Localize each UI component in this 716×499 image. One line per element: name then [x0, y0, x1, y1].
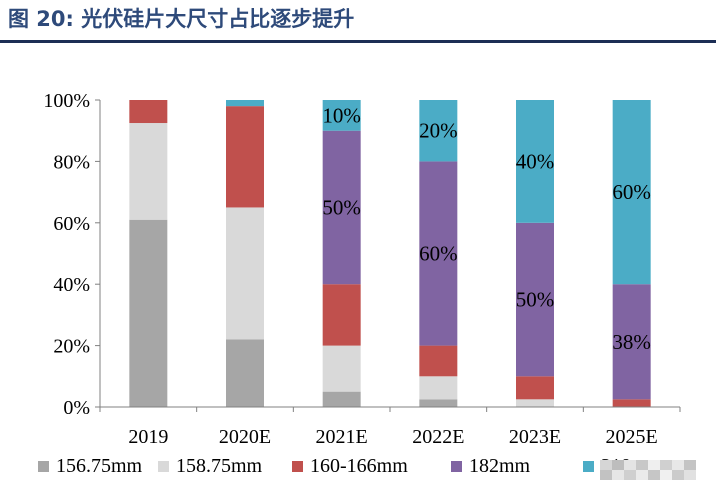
- bar-segment: [129, 123, 168, 220]
- bar-segment: [129, 100, 168, 124]
- x-tick-label: 2023E: [509, 426, 561, 448]
- data-label: 38%: [612, 330, 651, 354]
- bar-segment: [516, 100, 554, 223]
- y-tick-label: 60%: [53, 213, 90, 235]
- bar-segment: [419, 376, 458, 400]
- pixelated-overlay: [600, 460, 696, 480]
- bar-segment: [612, 284, 651, 400]
- title-rule: [0, 40, 716, 43]
- bar-segment: [322, 130, 361, 285]
- legend-swatch: [583, 461, 594, 472]
- data-label: 10%: [322, 103, 361, 127]
- bar-segment: [226, 339, 264, 407]
- bar-segment: [419, 399, 458, 407]
- bar-segment: [322, 284, 361, 346]
- legend-label: 182mm: [469, 455, 531, 477]
- x-tick-label: 2022E: [412, 426, 464, 448]
- data-labels-layer: 10% 50% 20% 60% 40% 50% 60% 38%: [322, 103, 651, 353]
- data-label: 20%: [419, 119, 458, 143]
- x-tick-label: 2020E: [219, 426, 271, 448]
- bar-segment: [516, 399, 554, 407]
- data-label: 40%: [516, 149, 555, 173]
- bar-segment: [226, 207, 264, 340]
- bar-segment: [226, 100, 264, 107]
- x-tick-label: 2019: [128, 426, 168, 448]
- legend-label: 158.75mm: [176, 455, 263, 477]
- bar-segment: [516, 222, 554, 377]
- y-tick-label: 100%: [43, 90, 90, 112]
- legend-swatch: [38, 461, 49, 472]
- bar-segment: [322, 345, 361, 392]
- bars-layer: [129, 100, 651, 407]
- bar-segment: [129, 219, 168, 407]
- bar-segment: [516, 376, 554, 400]
- bar-segment: [419, 100, 458, 162]
- axes-layer: 0% 20% 40% 60% 80% 100% 2019 2020E 2021E 2022E 202…: [43, 90, 681, 448]
- bar-segment: [322, 100, 361, 131]
- bar-segment: [612, 399, 651, 407]
- legend-swatch: [158, 461, 169, 472]
- data-label: 50%: [322, 195, 361, 219]
- data-label: 60%: [612, 180, 651, 204]
- bar-segment: [322, 391, 361, 407]
- legend-swatch: [292, 461, 303, 472]
- x-tick-label: 2025E: [606, 426, 658, 448]
- bar-segment: [226, 106, 264, 208]
- data-label: 50%: [516, 288, 555, 312]
- y-tick-label: 0%: [63, 397, 90, 419]
- bar-segment: [419, 161, 458, 346]
- y-tick-label: 40%: [53, 274, 90, 296]
- legend-label: 156.75mm: [56, 455, 143, 477]
- y-tick-label: 80%: [53, 151, 90, 173]
- legend-swatch: [451, 461, 462, 472]
- legend-label: 160-166mm: [310, 455, 408, 477]
- bar-segment: [612, 100, 651, 285]
- figure-title: 图 20: 光伏硅片大尺寸占比逐步提升: [8, 7, 355, 31]
- y-tick-label: 20%: [53, 336, 90, 358]
- data-label: 60%: [419, 242, 458, 266]
- x-tick-label: 2021E: [316, 426, 368, 448]
- bar-segment: [419, 345, 458, 377]
